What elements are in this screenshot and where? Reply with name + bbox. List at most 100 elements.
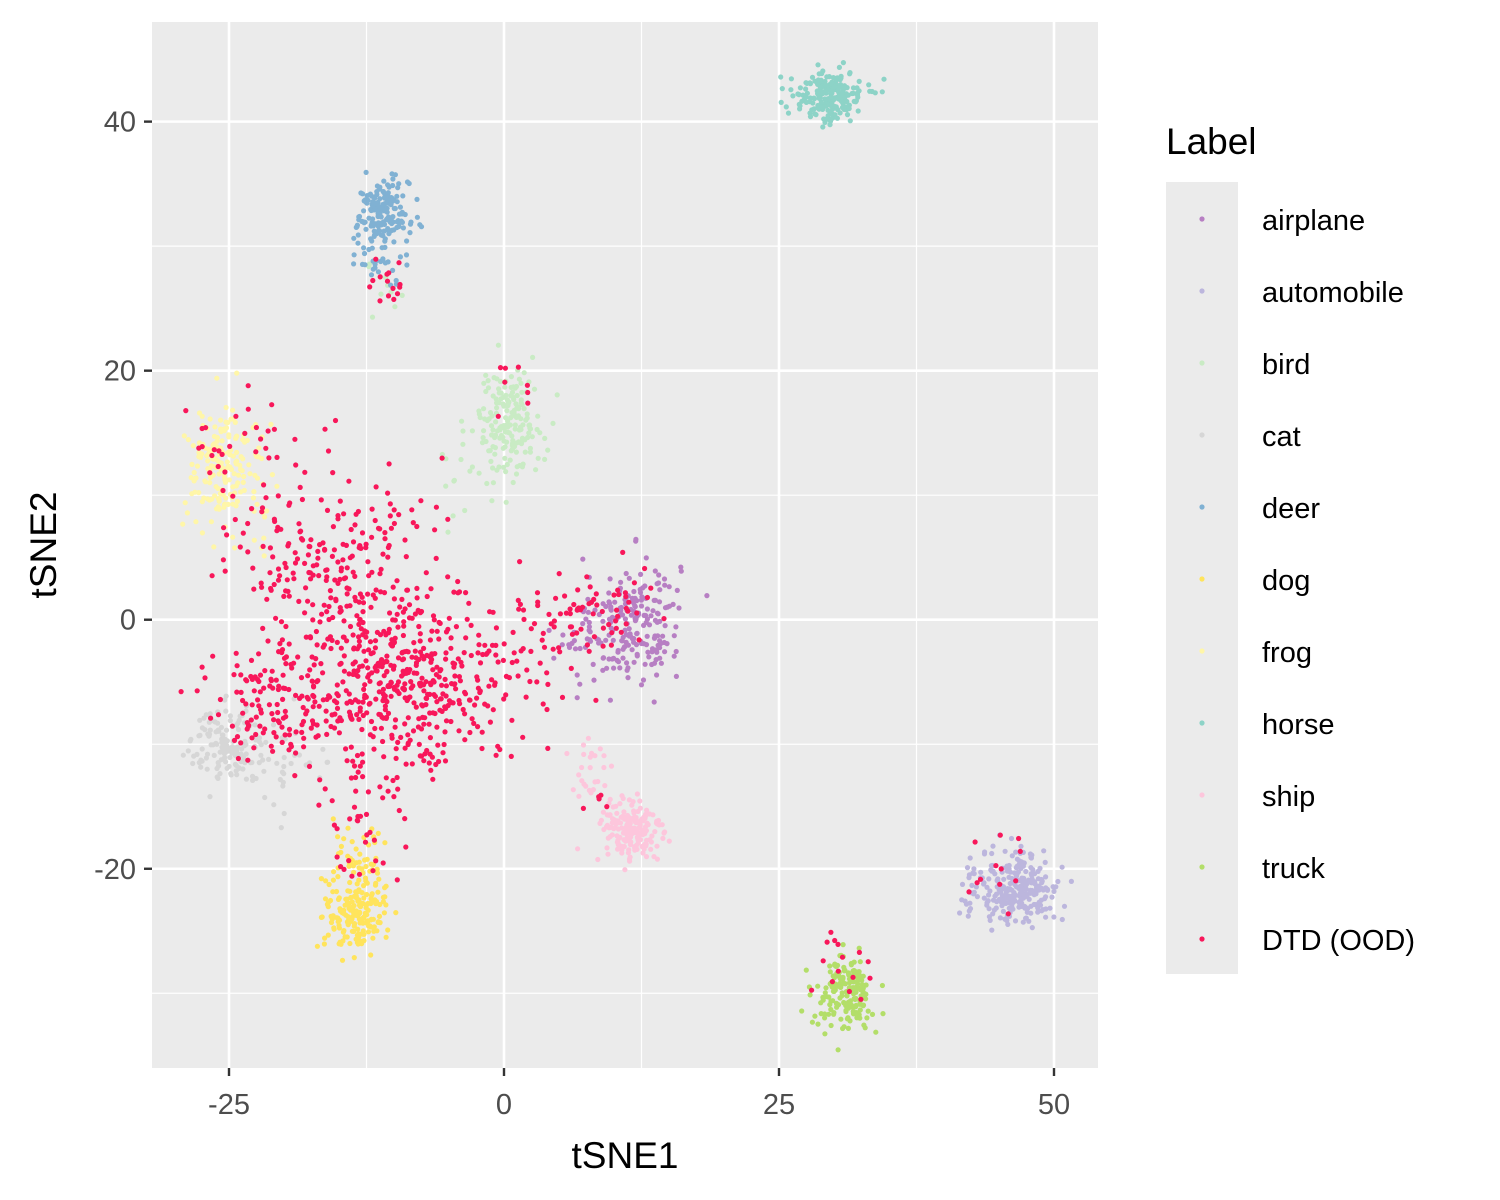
point-airplane: [652, 568, 658, 574]
point-automobile: [1047, 905, 1053, 911]
point-dog: [382, 894, 388, 900]
point-dtd-ood: [234, 734, 241, 740]
point-airplane: [648, 613, 654, 619]
point-airplane: [615, 647, 621, 654]
point-dtd-ood: [497, 365, 504, 371]
point-dog: [375, 889, 381, 895]
point-automobile: [1028, 855, 1034, 861]
point-dtd-ood: [250, 565, 256, 571]
point-automobile: [1031, 892, 1037, 898]
point-bird: [509, 389, 516, 395]
point-deer: [361, 220, 367, 226]
point-dtd-ood: [858, 996, 864, 1002]
point-dtd-ood: [419, 675, 425, 681]
point-dtd-ood: [308, 537, 314, 543]
point-dtd-ood: [325, 448, 332, 454]
point-dtd-ood: [661, 616, 667, 622]
point-dtd-ood: [395, 739, 401, 746]
point-dtd-ood: [324, 609, 330, 615]
point-truck: [860, 973, 866, 979]
point-automobile: [978, 869, 984, 875]
point-dtd-ood: [220, 557, 226, 563]
y-axis-title: tSNE2: [23, 492, 64, 599]
point-dtd-ood: [392, 724, 398, 730]
x-axis: -25 0 25 50: [208, 1068, 1070, 1121]
point-dtd-ood: [257, 672, 264, 678]
point-dtd-ood: [229, 723, 235, 729]
point-dog: [336, 895, 342, 901]
point-dtd-ood: [385, 630, 392, 636]
point-dtd-ood: [596, 796, 602, 802]
point-airplane: [569, 640, 575, 647]
point-dtd-ood: [618, 629, 624, 635]
point-bird: [501, 394, 507, 400]
point-truck: [850, 968, 856, 974]
point-dtd-ood: [407, 737, 413, 743]
point-cat: [207, 711, 213, 717]
point-dtd-ood: [479, 729, 485, 735]
point-airplane: [603, 603, 609, 610]
point-bird: [399, 292, 405, 298]
point-dtd-ood: [355, 769, 361, 775]
point-dtd-ood: [343, 542, 349, 549]
point-dtd-ood: [396, 511, 402, 518]
point-dtd-ood: [292, 560, 299, 566]
point-dtd-ood: [295, 654, 301, 660]
point-frog: [207, 474, 213, 481]
point-dtd-ood: [495, 743, 501, 749]
point-dog: [371, 928, 377, 934]
point-dtd-ood: [352, 697, 359, 703]
point-dtd-ood: [501, 696, 507, 702]
point-dtd-ood: [459, 663, 465, 669]
point-dtd-ood: [391, 520, 397, 527]
point-automobile: [1061, 903, 1068, 909]
point-dtd-ood: [341, 634, 347, 640]
point-airplane: [586, 624, 593, 630]
point-dtd-ood: [372, 725, 378, 732]
point-dtd-ood: [362, 839, 369, 845]
point-ship: [619, 793, 625, 799]
point-dtd-ood: [253, 714, 259, 720]
point-dtd-ood: [856, 949, 863, 956]
point-dtd-ood: [503, 673, 509, 680]
point-dtd-ood: [608, 642, 615, 648]
point-dtd-ood: [356, 643, 362, 649]
point-cat: [223, 727, 230, 733]
point-dtd-ood: [835, 968, 841, 974]
point-dtd-ood: [298, 536, 305, 542]
point-dtd-ood: [636, 637, 642, 643]
point-horse: [807, 95, 813, 101]
point-dtd-ood: [306, 543, 312, 550]
point-dtd-ood: [318, 497, 324, 503]
point-truck: [840, 942, 846, 948]
point-airplane: [652, 597, 659, 603]
point-airplane: [642, 661, 648, 667]
point-deer: [407, 221, 414, 227]
point-dog: [337, 939, 343, 945]
point-ship: [637, 831, 643, 838]
point-dtd-ood: [370, 277, 376, 284]
point-ship: [621, 816, 628, 822]
point-frog: [222, 475, 228, 481]
point-dtd-ood: [262, 668, 268, 674]
point-dtd-ood: [435, 742, 441, 748]
point-horse: [839, 92, 845, 98]
point-dtd-ood: [283, 588, 289, 594]
point-bird: [469, 464, 475, 470]
point-dtd-ood: [222, 568, 228, 574]
point-dtd-ood: [275, 577, 282, 583]
point-bird: [513, 471, 520, 477]
point-airplane: [639, 594, 645, 600]
point-dog: [351, 928, 357, 935]
point-frog: [233, 461, 239, 467]
point-truck: [860, 1003, 866, 1009]
point-dtd-ood: [428, 767, 434, 773]
point-dtd-ood: [387, 513, 393, 519]
point-dog: [319, 914, 325, 920]
point-dtd-ood: [493, 752, 499, 758]
point-automobile: [993, 891, 1000, 897]
point-dtd-ood: [220, 487, 226, 494]
point-dog: [357, 920, 363, 926]
point-dtd-ood: [411, 640, 417, 646]
point-dtd-ood: [340, 557, 346, 563]
